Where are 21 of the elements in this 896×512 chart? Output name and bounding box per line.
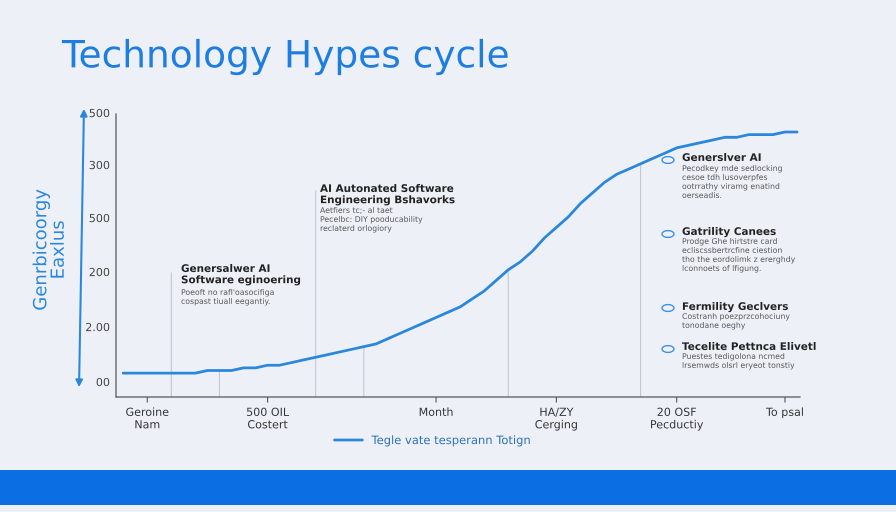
x-tick-label: 500 OIL Costert (246, 408, 290, 428)
text: 300 (90, 160, 110, 170)
text: 500 (90, 214, 110, 222)
x-tick-label: To psal (766, 407, 803, 418)
text: 500 (90, 108, 110, 118)
text: 00 (96, 378, 110, 386)
annotation: Fermility Geclvers (682, 302, 788, 312)
chart-title: Technology Hypes cycle (62, 38, 508, 76)
annotation: Tecelite Pettnca Elivetl (682, 342, 816, 350)
x-tick-label: HA/ZY Cerging (535, 408, 577, 431)
annotation: Genersalwer AI Software eginoering (182, 264, 300, 286)
x-tick-label: Geroine Nam (126, 407, 168, 428)
legend-label: Tegle vate tesperann Totign (372, 435, 530, 446)
text: 2.00 (86, 322, 110, 332)
x-tick-label: 20 OSF Pecductiy (651, 408, 704, 431)
annotation: Generslver AI (682, 153, 761, 162)
x-tick-label: Month (420, 407, 453, 416)
y-axis-title: Genrbicoorgy Eaxlus (32, 190, 64, 310)
annotation: Gatrility Canees (682, 227, 776, 238)
text: 200 (90, 268, 110, 276)
annotation: AI Autonated Software Engineering Bshavorks (320, 184, 455, 206)
